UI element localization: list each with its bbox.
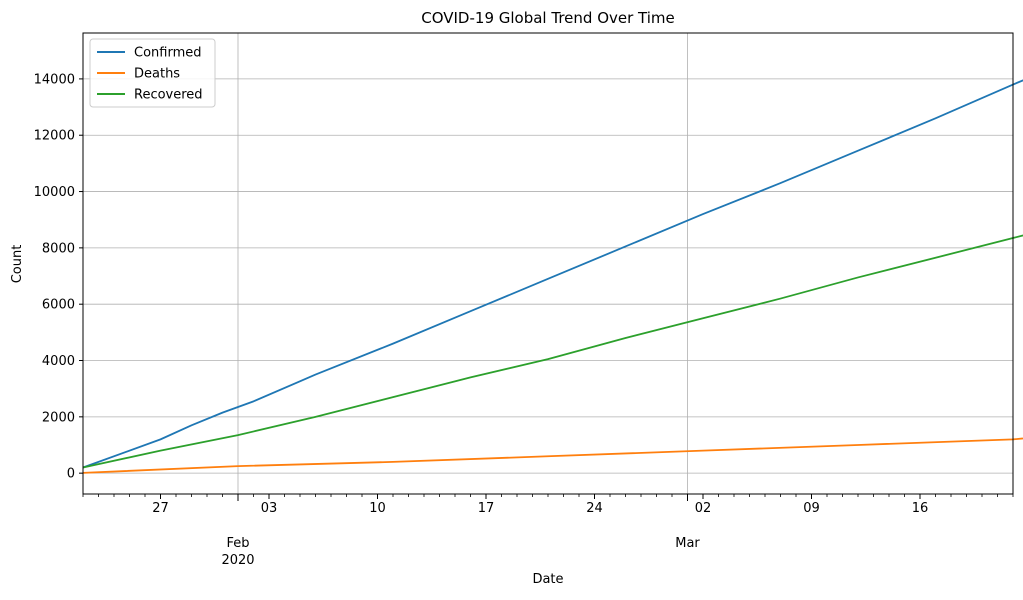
- series-lines: [82, 79, 1023, 474]
- x-tick-label: 03: [261, 501, 278, 516]
- y-tick-label: 14000: [34, 72, 75, 87]
- legend-label-confirmed: Confirmed: [134, 46, 202, 61]
- y-tick-label: 8000: [42, 241, 75, 256]
- y-tick-label: 10000: [34, 185, 75, 200]
- x-tick-label: 09: [803, 501, 820, 516]
- y-tick-label: 6000: [42, 298, 75, 313]
- chart-title: COVID-19 Global Trend Over Time: [421, 9, 675, 27]
- y-axis-label: Count: [10, 245, 25, 284]
- x-tick-label: 02: [695, 501, 712, 516]
- y-tick-label: 12000: [34, 129, 75, 144]
- x-year-label: 2020: [221, 553, 254, 568]
- legend-label-recovered: Recovered: [134, 88, 203, 103]
- x-month-label: Feb: [226, 536, 249, 551]
- x-axis-label: Date: [532, 572, 563, 587]
- x-tick-label: 10: [369, 501, 386, 516]
- y-tick-label: 0: [67, 467, 75, 482]
- x-tick-label: 27: [152, 501, 169, 516]
- grid-lines: [83, 33, 1013, 494]
- y-tick-label: 2000: [42, 410, 75, 425]
- series-line-recovered: [82, 234, 1023, 469]
- y-tick-label: 4000: [42, 354, 75, 369]
- legend: Confirmed Deaths Recovered: [89, 38, 216, 108]
- x-tick-label: 24: [586, 501, 603, 516]
- axes: 0 2000 4000 6000 8000 10000 12000 14000 Feb 2020 M…: [34, 72, 1014, 568]
- legend-box: [89, 38, 216, 108]
- x-tick-label: 17: [478, 501, 495, 516]
- x-tick-label: 16: [912, 501, 929, 516]
- legend-label-deaths: Deaths: [134, 67, 180, 82]
- plot-area: [83, 33, 1013, 494]
- x-month-label: Mar: [675, 536, 700, 551]
- series-line-deaths: [82, 437, 1023, 474]
- series-line-confirmed: [82, 79, 1023, 469]
